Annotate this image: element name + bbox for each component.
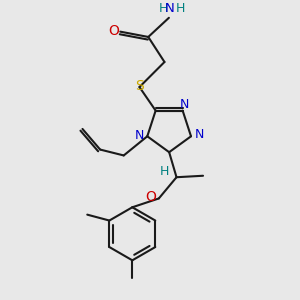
Text: H: H bbox=[159, 2, 168, 16]
Text: O: O bbox=[108, 24, 119, 38]
Text: H: H bbox=[160, 165, 169, 178]
Text: O: O bbox=[146, 190, 157, 204]
Text: N: N bbox=[179, 98, 189, 111]
Text: H: H bbox=[176, 2, 185, 16]
Text: N: N bbox=[165, 2, 174, 16]
Text: N: N bbox=[195, 128, 204, 141]
Text: S: S bbox=[135, 79, 144, 93]
Text: N: N bbox=[134, 129, 144, 142]
